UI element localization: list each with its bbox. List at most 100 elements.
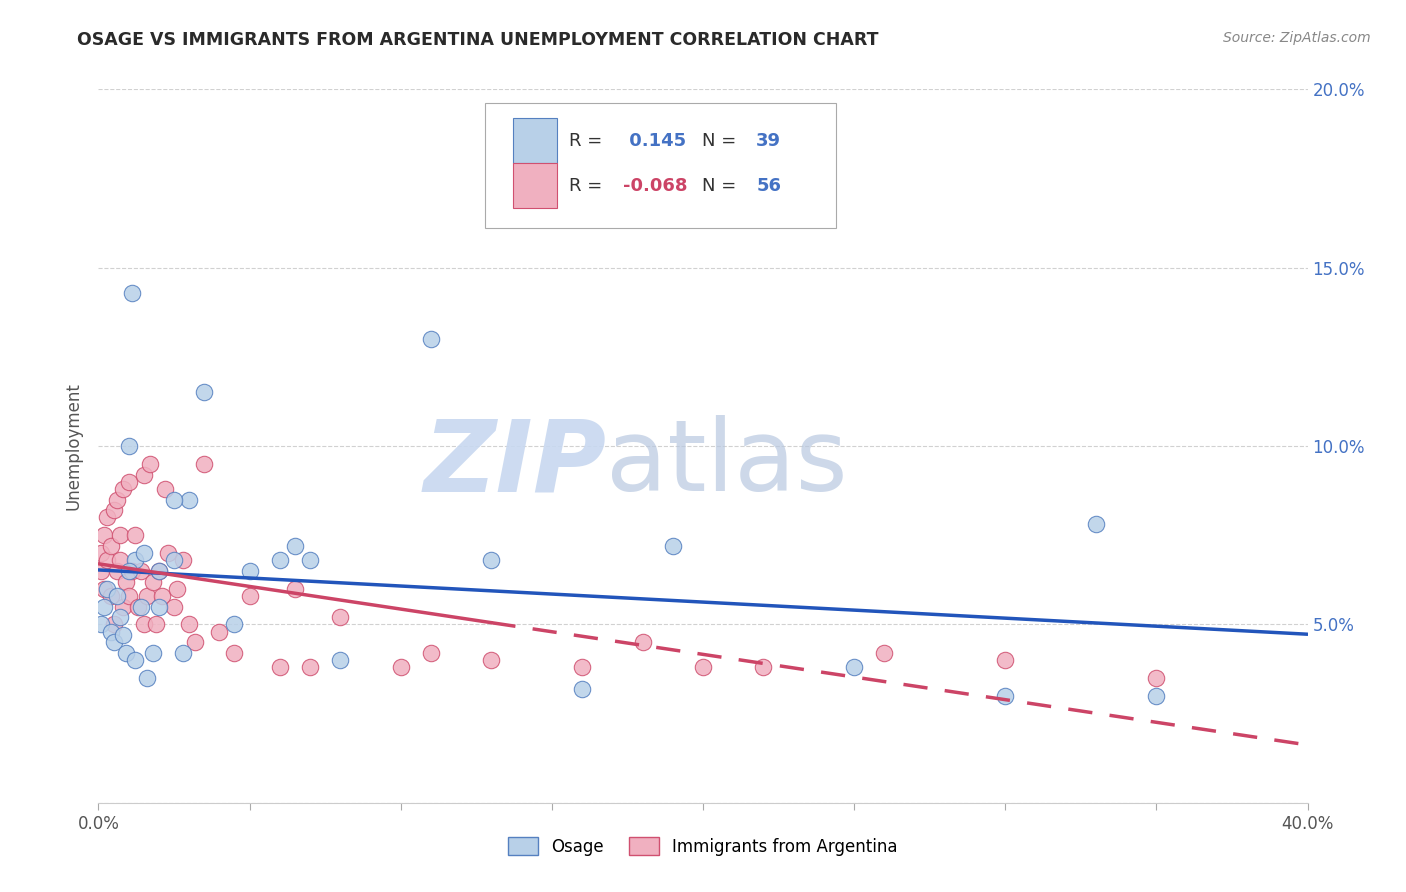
Point — [329, 610, 352, 624]
Point — [389, 660, 412, 674]
Point — [752, 660, 775, 674]
Point — [124, 653, 146, 667]
Point — [571, 660, 593, 674]
Point — [90, 546, 112, 560]
Point — [96, 510, 118, 524]
Point — [873, 646, 896, 660]
Text: N =: N = — [702, 177, 735, 194]
Point — [118, 475, 141, 489]
Point — [105, 589, 128, 603]
Point — [93, 582, 115, 596]
Point — [179, 617, 201, 632]
Point — [148, 599, 170, 614]
Point — [103, 503, 125, 517]
Point — [1144, 689, 1167, 703]
Text: -0.068: -0.068 — [623, 177, 688, 194]
Point — [844, 660, 866, 674]
Text: 0.145: 0.145 — [623, 132, 686, 150]
Point — [100, 539, 122, 553]
Point — [139, 457, 162, 471]
Point — [148, 564, 170, 578]
Point — [1144, 671, 1167, 685]
Point — [994, 653, 1017, 667]
Point — [105, 564, 128, 578]
Point — [1085, 517, 1108, 532]
FancyBboxPatch shape — [485, 103, 837, 228]
Point — [166, 582, 188, 596]
Point — [118, 439, 141, 453]
Point — [121, 285, 143, 300]
Point — [108, 528, 131, 542]
Point — [100, 624, 122, 639]
Point — [124, 553, 146, 567]
Point — [692, 660, 714, 674]
Point — [132, 467, 155, 482]
Point — [124, 528, 146, 542]
Point — [111, 482, 134, 496]
Point — [299, 553, 322, 567]
Point — [661, 539, 683, 553]
Point — [145, 617, 167, 632]
Point — [163, 599, 186, 614]
Point — [239, 589, 262, 603]
Text: 39: 39 — [756, 132, 782, 150]
Point — [108, 610, 131, 624]
Point — [994, 689, 1017, 703]
Point — [239, 564, 262, 578]
Legend: Osage, Immigrants from Argentina: Osage, Immigrants from Argentina — [502, 830, 904, 863]
Point — [105, 492, 128, 507]
Point — [114, 574, 136, 589]
Point — [127, 599, 149, 614]
Point — [96, 582, 118, 596]
Text: atlas: atlas — [606, 416, 848, 512]
Text: Source: ZipAtlas.com: Source: ZipAtlas.com — [1223, 31, 1371, 45]
Point — [224, 646, 246, 660]
Point — [90, 617, 112, 632]
Point — [284, 539, 307, 553]
Point — [420, 332, 443, 346]
Text: R =: R = — [569, 177, 602, 194]
Point — [163, 492, 186, 507]
Point — [269, 553, 291, 567]
Point — [118, 564, 141, 578]
Point — [111, 628, 134, 642]
Point — [103, 635, 125, 649]
FancyBboxPatch shape — [513, 118, 557, 163]
Point — [150, 589, 173, 603]
Point — [153, 482, 176, 496]
Point — [142, 646, 165, 660]
Point — [571, 681, 593, 696]
Point — [135, 671, 157, 685]
Point — [299, 660, 322, 674]
Point — [129, 599, 152, 614]
Point — [96, 553, 118, 567]
Point — [132, 617, 155, 632]
Point — [208, 624, 231, 639]
Point — [148, 564, 170, 578]
Text: R =: R = — [569, 132, 602, 150]
Text: N =: N = — [702, 132, 735, 150]
FancyBboxPatch shape — [513, 162, 557, 209]
Point — [132, 546, 155, 560]
Point — [631, 635, 654, 649]
Point — [269, 660, 291, 674]
Point — [172, 553, 194, 567]
Point — [172, 646, 194, 660]
Point — [329, 653, 352, 667]
Text: OSAGE VS IMMIGRANTS FROM ARGENTINA UNEMPLOYMENT CORRELATION CHART: OSAGE VS IMMIGRANTS FROM ARGENTINA UNEMP… — [77, 31, 879, 49]
Text: 56: 56 — [756, 177, 782, 194]
Point — [193, 457, 215, 471]
Point — [129, 564, 152, 578]
Point — [90, 564, 112, 578]
Point — [163, 553, 186, 567]
Point — [193, 385, 215, 400]
Point — [142, 574, 165, 589]
Point — [93, 599, 115, 614]
Point — [111, 599, 134, 614]
Point — [100, 589, 122, 603]
Point — [114, 646, 136, 660]
Point — [103, 617, 125, 632]
Point — [481, 653, 503, 667]
Point — [179, 492, 201, 507]
Y-axis label: Unemployment: Unemployment — [65, 382, 83, 510]
